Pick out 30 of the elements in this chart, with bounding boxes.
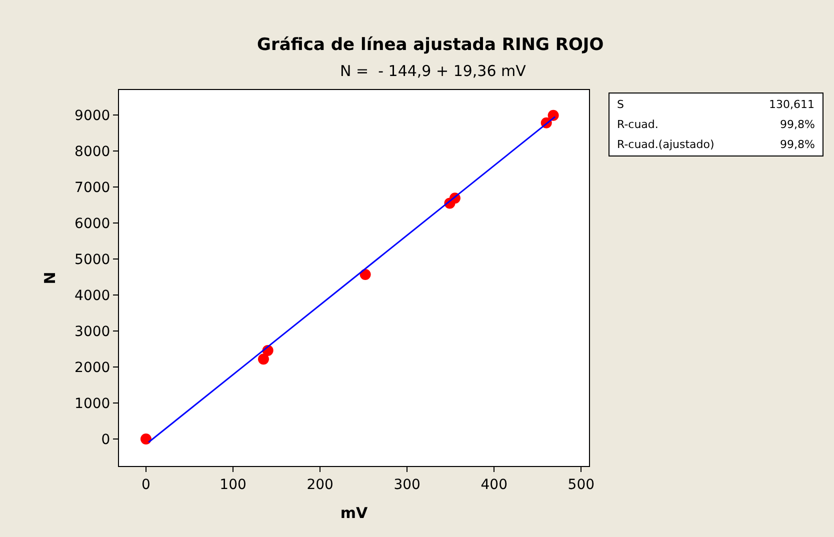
point [140, 434, 152, 444]
y-axis-title: N [40, 272, 59, 284]
x-tick-label: 0 [142, 476, 150, 493]
y-tick-label: 9000 [74, 108, 110, 124]
x-tick-label: 300 [394, 476, 420, 493]
text: 99,8% [780, 138, 815, 151]
chart-subtitle: N = - 144,9 + 19,36 mV [340, 62, 527, 80]
point [548, 110, 559, 121]
y-tick-label: 4000 [74, 288, 110, 304]
x-tick-label: 100 [220, 476, 246, 493]
x-tick-label: 500 [568, 476, 595, 493]
x-axis-title: mV [340, 504, 368, 522]
x-tick-label: 200 [306, 476, 334, 493]
y-tick-label: 0 [101, 432, 110, 448]
y-tick-label: 6000 [74, 216, 110, 232]
text: S [617, 98, 624, 111]
point [360, 268, 371, 280]
text: R-cuad. [617, 118, 658, 131]
text: 99,8% [780, 118, 815, 131]
y-tick-label: 3000 [74, 324, 110, 340]
y-tick-label: 8000 [74, 144, 110, 160]
x-tick-label: 400 [480, 476, 508, 493]
y-tick-label: 1000 [74, 396, 110, 412]
y-tick-label: 2000 [74, 360, 110, 376]
y-tick-label: 7000 [74, 180, 110, 196]
text: 130,611 [769, 98, 814, 111]
y-tick-label: 5000 [74, 252, 110, 268]
text: R-cuad.(ajustado) [617, 138, 714, 151]
chart-title: Gráfica de línea ajustada RING ROJO [257, 35, 604, 55]
point [258, 354, 269, 365]
